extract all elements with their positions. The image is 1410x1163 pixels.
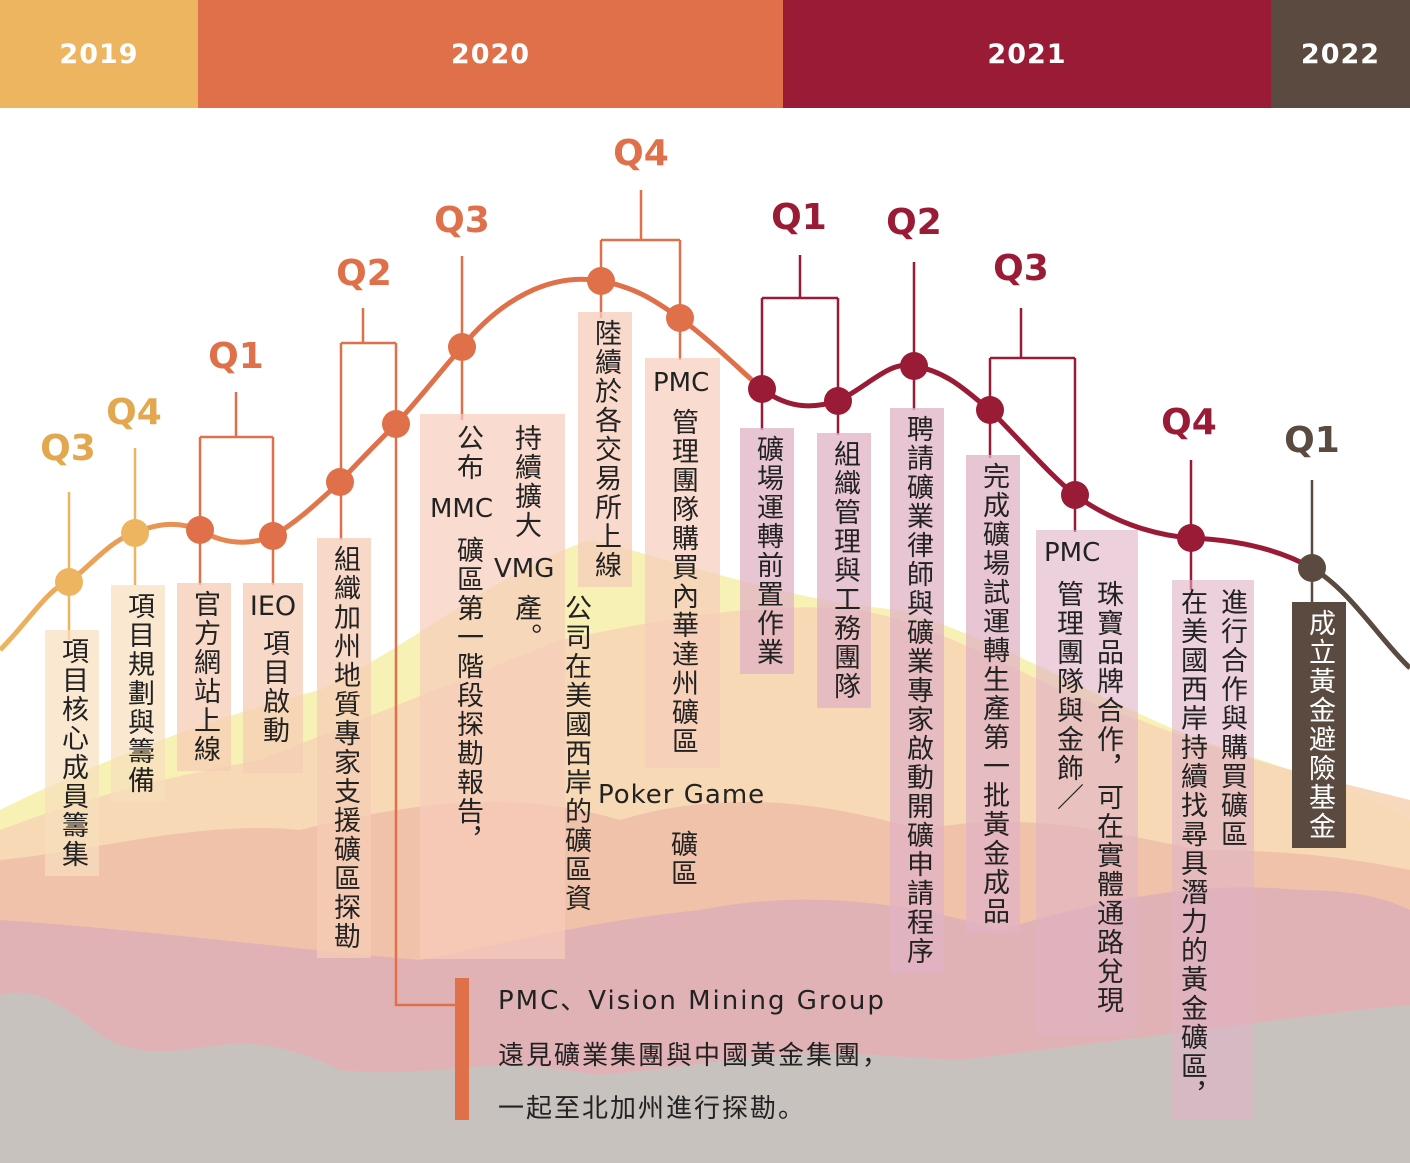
dot-2021-q1b xyxy=(824,387,852,415)
year-band-2022: 2022 xyxy=(1271,0,1410,108)
dot-2020-q1b xyxy=(259,522,287,550)
year-band-2020: 2020 xyxy=(198,0,783,108)
event-poker-game: Poker Game xyxy=(598,780,766,810)
event-vmg-expand-a: 持續擴大 xyxy=(510,424,541,540)
mountain-grey-layer xyxy=(0,992,1410,1163)
event-west-coast-text-b: 進行合作與購買礦區 xyxy=(1216,588,1247,849)
quarter-label: Q4 xyxy=(106,392,162,433)
partner-line-1: PMC、Vision Mining Group xyxy=(498,986,886,1016)
quarter-label: Q2 xyxy=(886,202,942,243)
dot-2022-q1 xyxy=(1298,554,1326,582)
event-mmc-report-box: 公布 MMC 礦區第一階段探勘報告， 持續擴大 VMG 公司在美國西岸的礦區資產… xyxy=(420,414,591,959)
timeline-curve-2022 xyxy=(1310,565,1410,670)
dot-2021-q3a xyxy=(976,396,1004,424)
quarter-label: Q3 xyxy=(40,428,96,469)
event-geology-experts: 組織加州地質專家支援礦區探勘 xyxy=(317,538,371,958)
event-pmc-nevada-text: 管理團隊購買內華達州礦區 xyxy=(667,408,698,756)
event-lawyers-permit: 聘請礦業律師與礦業專家啟動開礦申請程序 xyxy=(890,408,944,973)
dot-2019-q4 xyxy=(121,519,149,547)
dot-2021-q4 xyxy=(1177,524,1205,552)
event-ieo: IEO 項目啟動 xyxy=(243,583,303,773)
event-mine-preparation: 礦場運轉前置作業 xyxy=(740,428,794,674)
quarter-label: Q1 xyxy=(208,336,264,377)
event-pmc-jewelry-text-b: 珠寶品牌合作，可在實體通路兌現 xyxy=(1092,580,1123,1015)
dot-2020-q4b xyxy=(666,304,694,332)
event-website-launch: 官方網站上線 xyxy=(177,583,231,771)
dot-2020-q4a xyxy=(587,267,615,295)
quarter-label: Q1 xyxy=(771,197,827,238)
event-west-coast-box: 在美國西岸持續找尋具潛力的黃金礦區， 進行合作與購買礦區 xyxy=(1172,580,1254,1120)
dot-2021-q3b xyxy=(1061,481,1089,509)
quarter-label: Q1 xyxy=(1284,420,1340,461)
timeline-curve-2019-2020 xyxy=(0,276,764,652)
event-management-team: 組織管理與工務團隊 xyxy=(817,433,871,708)
event-mmc-report-mmc: MMC xyxy=(430,494,494,524)
quarter-label: Q3 xyxy=(993,248,1049,289)
event-mmc-report-publish: 公布 xyxy=(452,424,483,482)
event-project-planning: 項目規劃與籌備 xyxy=(111,585,165,802)
event-mmc-report-text: 礦區第一階段探勘報告， xyxy=(452,536,483,855)
year-band-2021: 2021 xyxy=(783,0,1271,108)
year-label: 2021 xyxy=(987,38,1067,70)
partner-line-3: 一起至北加州進行探勘。 xyxy=(498,1094,807,1124)
quarter-label: Q2 xyxy=(336,253,392,294)
dot-2021-q1a xyxy=(748,375,776,403)
event-ieo-title: IEO xyxy=(249,591,297,622)
year-label: 2020 xyxy=(450,38,531,70)
event-poker-game-mine: 礦區 xyxy=(666,830,697,888)
event-ieo-text: 項目啟動 xyxy=(258,629,289,745)
event-vmg-expand-text: 公司在美國西岸的礦區資產。 xyxy=(510,594,591,913)
partner-accent-bar xyxy=(455,978,469,1120)
event-gold-hedge-fund: 成立黃金避險基金 xyxy=(1292,602,1346,848)
quarter-label: Q3 xyxy=(434,200,490,241)
dot-2021-q2 xyxy=(900,352,928,380)
year-label: 2019 xyxy=(59,38,139,70)
partner-line-2: 遠見礦業集團與中國黃金集團， xyxy=(498,1041,891,1071)
year-label: 2022 xyxy=(1300,38,1381,70)
event-exchange-listing: 陸續於各交易所上線 xyxy=(578,312,632,587)
event-pmc-jewelry-box: PMC 管理團隊與金飾／ 珠寶品牌合作，可在實體通路兌現 xyxy=(1036,530,1138,1035)
quarter-label: Q4 xyxy=(1161,402,1217,443)
event-team-assembly: 項目核心成員籌集 xyxy=(45,630,99,876)
dot-2019-q3 xyxy=(55,568,83,596)
dot-2020-q1a xyxy=(186,516,214,544)
dot-2020-q3 xyxy=(448,333,476,361)
event-pmc-nevada-box: PMC 管理團隊購買內華達州礦區 xyxy=(645,358,720,768)
event-vmg-expand-vmg: VMG xyxy=(494,554,555,584)
event-first-gold: 完成礦場試運轉生產第一批黃金成品 xyxy=(966,455,1020,933)
event-west-coast-text-a: 在美國西岸持續找尋具潛力的黃金礦區， xyxy=(1176,588,1207,1110)
event-pmc-nevada-pmc: PMC xyxy=(653,368,710,398)
dot-2020-q2b xyxy=(382,410,410,438)
event-pmc-jewelry-pmc: PMC xyxy=(1044,538,1101,568)
event-pmc-jewelry-text-a: 管理團隊與金飾／ xyxy=(1052,580,1083,812)
quarter-label: Q4 xyxy=(613,133,669,174)
dot-2020-q2a xyxy=(326,468,354,496)
year-band-2019: 2019 xyxy=(0,0,198,108)
